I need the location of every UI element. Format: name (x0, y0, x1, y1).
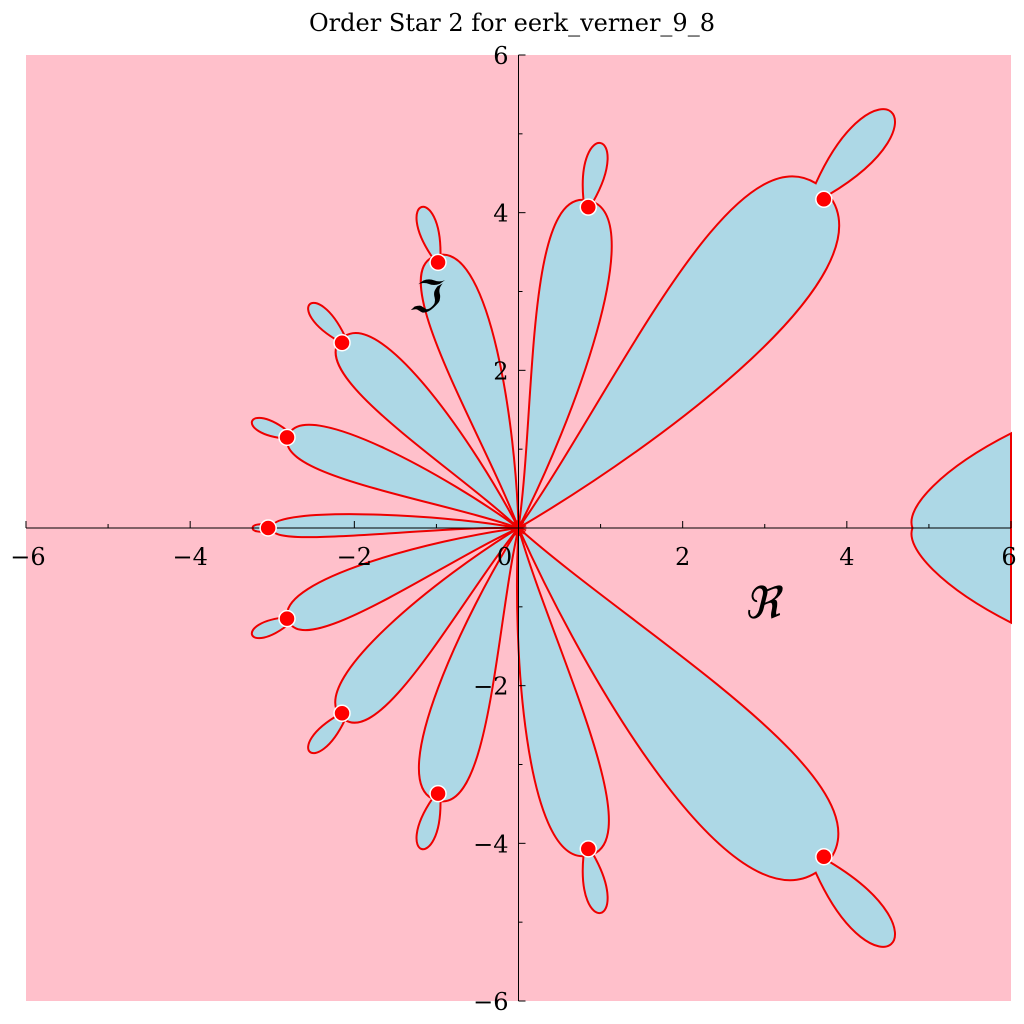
pole-marker (429, 784, 447, 803)
x-tick-label: 0 (497, 543, 512, 571)
star-petal-10 (517, 527, 896, 948)
pole-marker (278, 428, 296, 447)
tick-labels: −6 −4 −2 0 2 4 6 −6 −4 −2 2 4 6 (10, 42, 1016, 1016)
poles (259, 190, 833, 866)
pole-marker (333, 704, 351, 723)
pole-marker (429, 253, 447, 272)
y-tick-label: −6 (473, 988, 508, 1016)
star-petal-3 (307, 301, 520, 529)
x-tick-label: −4 (172, 543, 207, 571)
star-petal-2 (250, 527, 519, 640)
pole-marker (579, 198, 598, 216)
x-tick-label: −2 (337, 543, 372, 571)
chart-title: Order Star 2 for eerk_verner_9_8 (309, 9, 715, 37)
pole-marker (278, 609, 296, 628)
star-regions (250, 108, 1012, 948)
y-tick-label: 6 (493, 42, 508, 70)
pole-marker (333, 333, 351, 352)
x-tick-label: −6 (10, 543, 45, 571)
y-tick-label: 4 (493, 200, 508, 228)
star-petal-4 (307, 527, 520, 755)
star-petal-6 (415, 527, 520, 851)
x-tick-label: 2 (675, 543, 690, 571)
star-petal-1 (250, 416, 520, 529)
y-tick-label: 2 (493, 357, 508, 385)
x-axis-label: ℜ (744, 578, 784, 629)
pole-marker (815, 190, 833, 209)
star-petal-8 (515, 527, 610, 915)
pole-marker (579, 840, 598, 858)
pole-marker (259, 519, 277, 537)
star-petal-5 (415, 205, 520, 529)
x-tick-label: 4 (839, 543, 854, 571)
axes (25, 54, 1012, 1002)
star-petal-9 (517, 108, 896, 529)
y-tick-label: −2 (473, 673, 508, 701)
pole-marker (815, 847, 833, 866)
star-petal-7 (517, 141, 613, 529)
x-tick-label: 6 (1001, 543, 1016, 571)
y-tick-label: −4 (473, 830, 508, 858)
